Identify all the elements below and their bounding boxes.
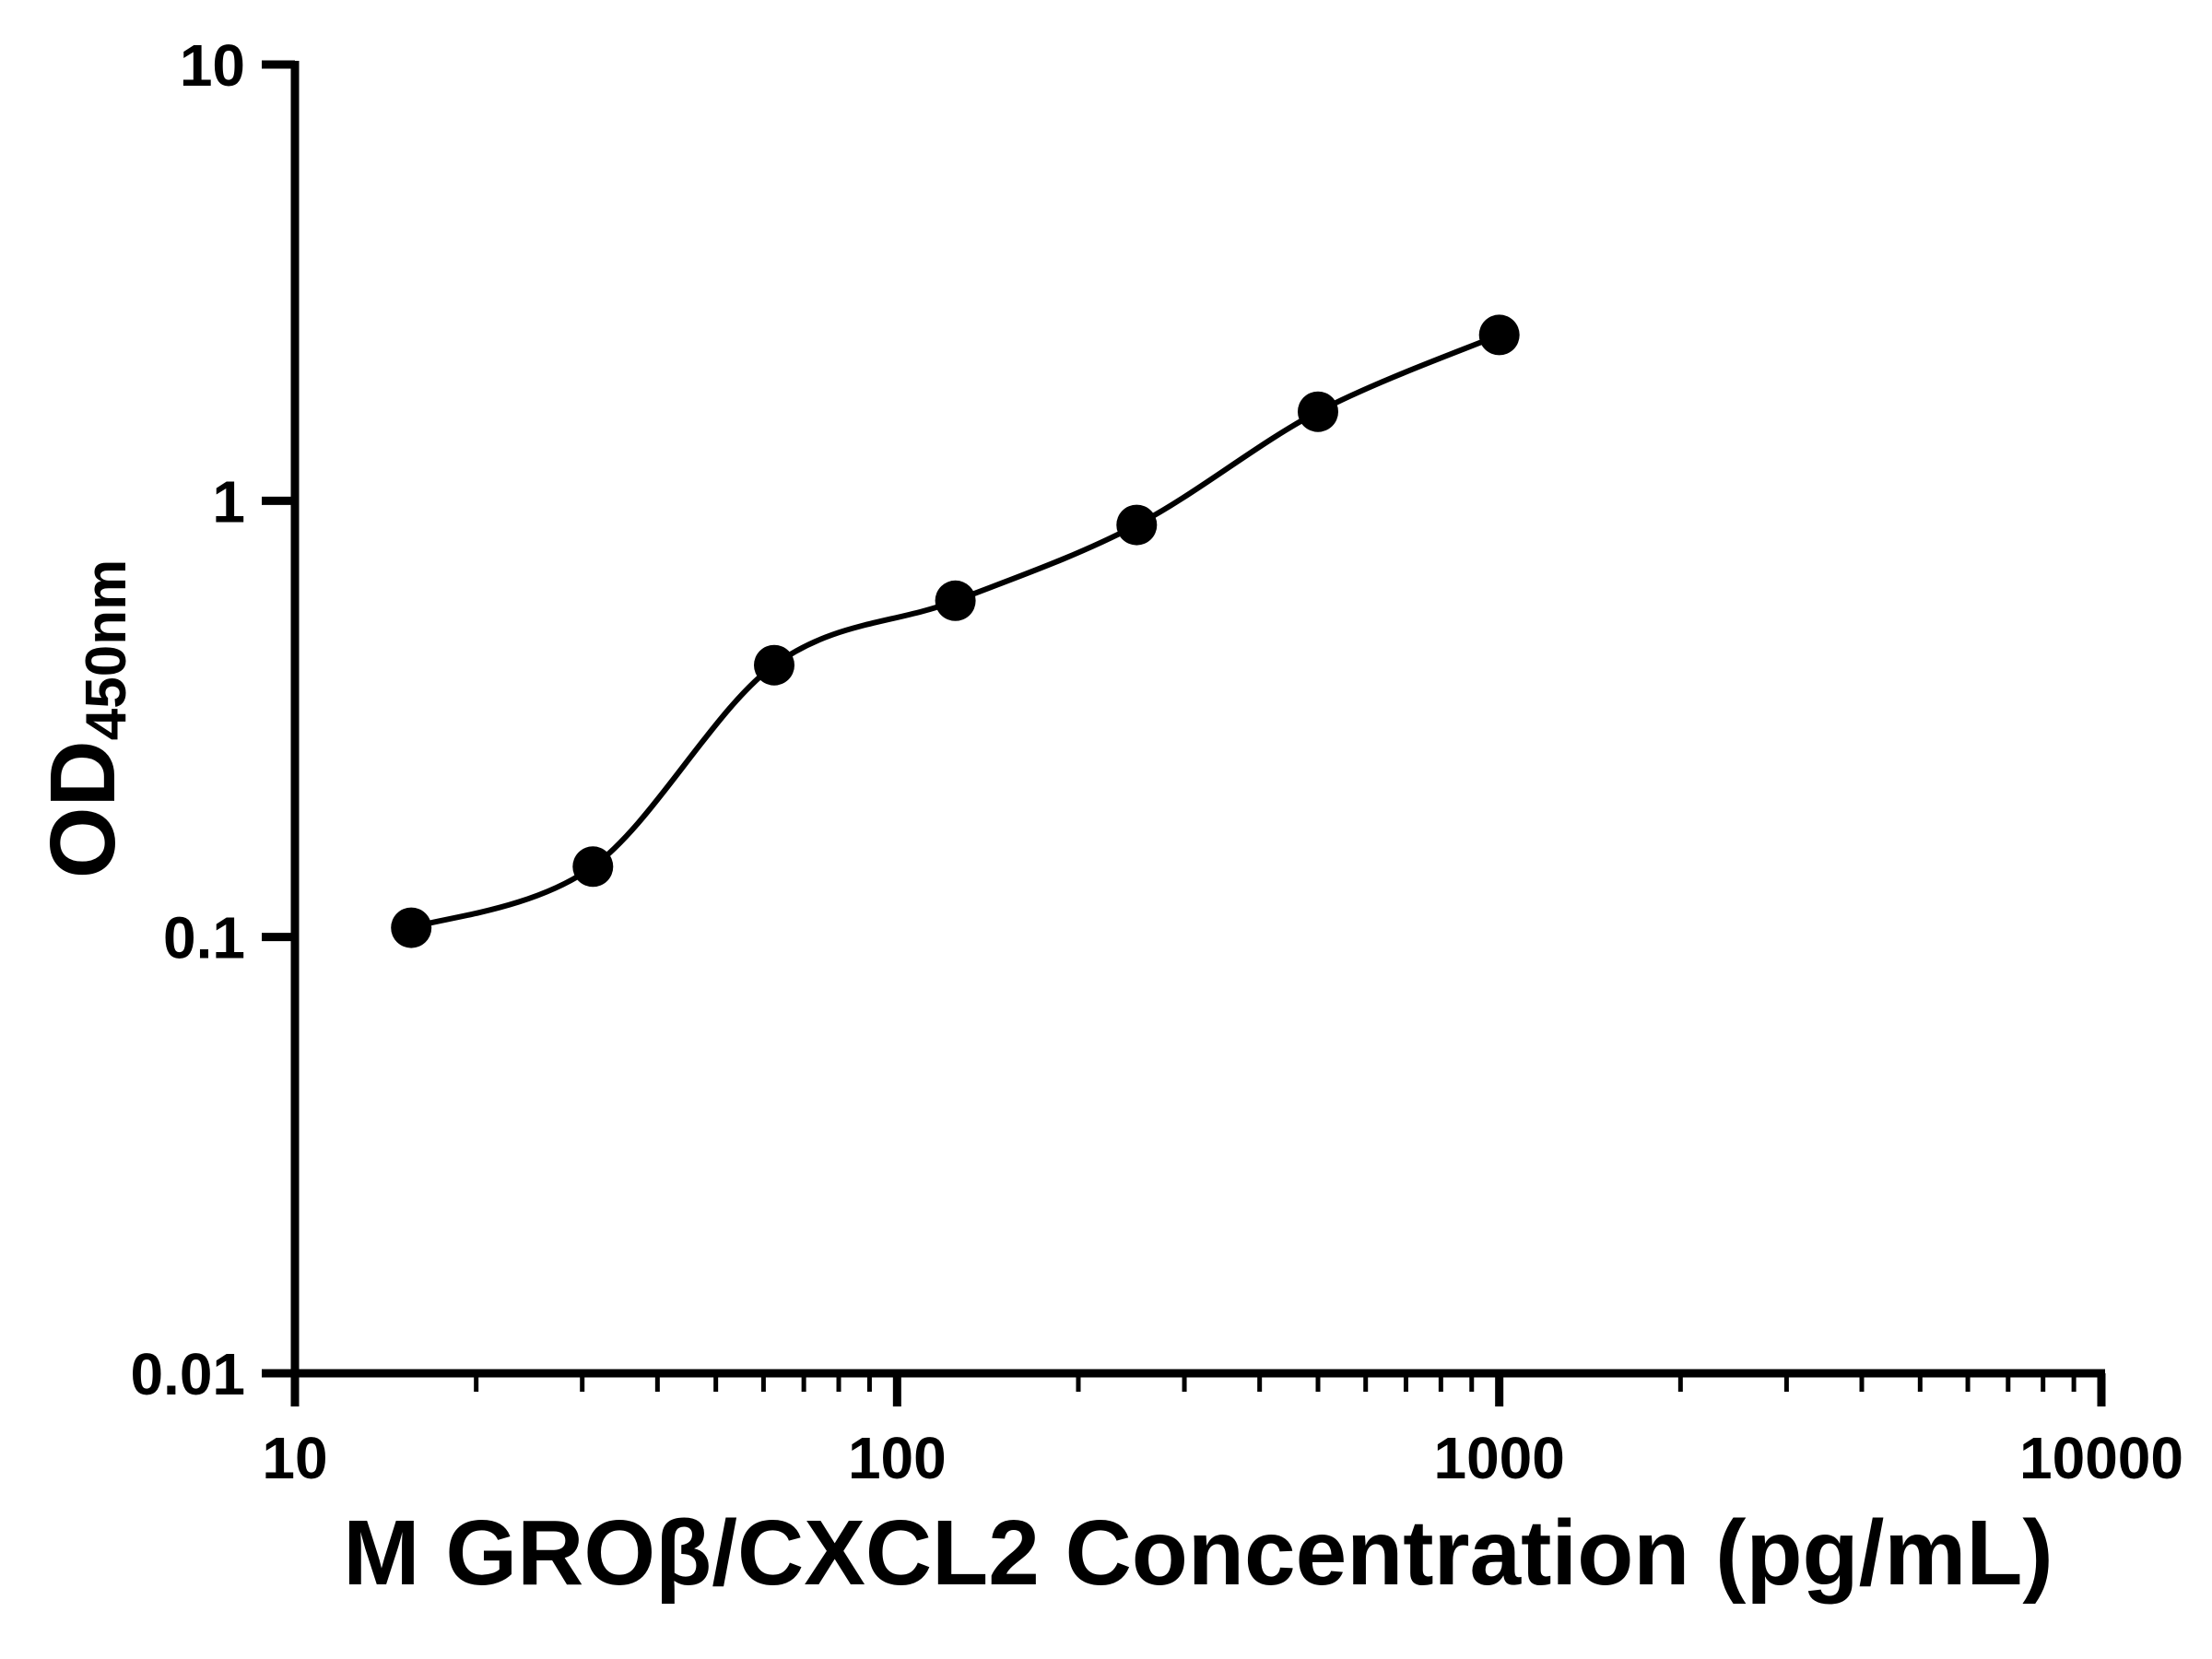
data-point — [935, 580, 976, 621]
y-tick-label: 10 — [180, 32, 245, 99]
y-axis-title: OD450nm — [30, 559, 139, 878]
x-tick-label: 1000 — [1433, 1425, 1564, 1491]
x-tick-label: 10000 — [2019, 1425, 2183, 1491]
fit-curve — [410, 332, 1500, 931]
data-point — [1298, 391, 1338, 432]
x-tick-label: 10 — [262, 1425, 327, 1491]
x-tick-label: 100 — [848, 1425, 947, 1491]
y-tick-label: 0.01 — [130, 1341, 245, 1407]
data-point — [391, 907, 432, 948]
y-axis-title-subscript: 450nm — [75, 559, 139, 741]
axis-spines — [290, 61, 2105, 1378]
data-point — [1478, 314, 1520, 356]
y-axis-title-text: OD — [30, 740, 135, 879]
data-point — [1116, 504, 1158, 546]
x-axis-title: M GROβ/CXCL2 Concentration (pg/mL) — [343, 1501, 2053, 1605]
data-point — [754, 644, 794, 686]
y-tick-label: 1 — [212, 468, 245, 535]
y-tick-label: 0.1 — [163, 905, 245, 971]
data-point — [572, 846, 614, 888]
